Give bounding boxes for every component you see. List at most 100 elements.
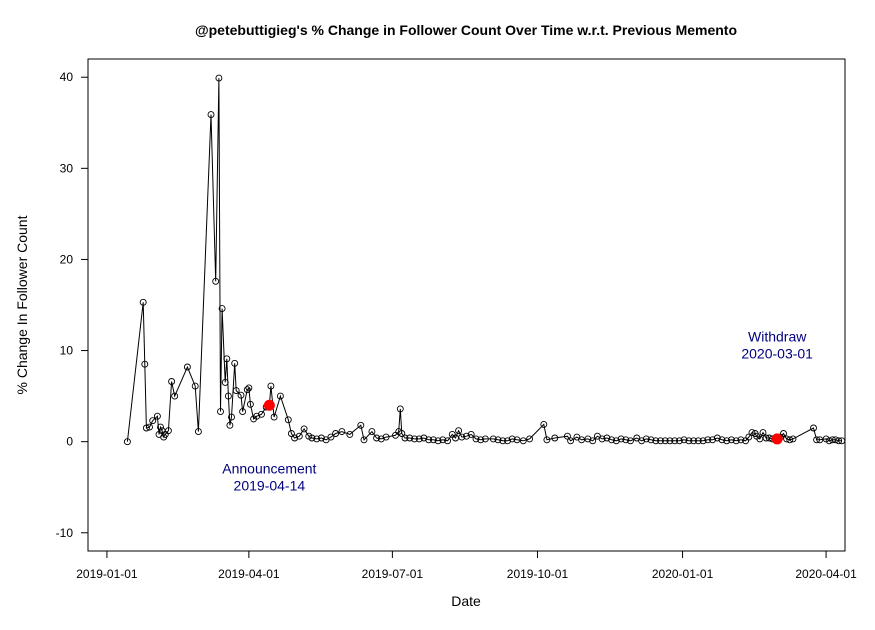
- x-axis-label: Date: [451, 593, 481, 609]
- data-point: [228, 413, 235, 421]
- data-point: [212, 277, 220, 285]
- data-point: [237, 391, 245, 399]
- data-point: [745, 433, 753, 441]
- data-point: [526, 435, 534, 443]
- data-point: [709, 436, 716, 444]
- data-point: [723, 437, 731, 445]
- data-point: [657, 437, 664, 445]
- series-layer: [123, 74, 846, 446]
- data-point: [396, 405, 404, 413]
- data-point: [481, 435, 489, 443]
- data-point: [477, 436, 485, 444]
- data-point: [598, 435, 606, 443]
- x-tick-label: 2020-04-01: [795, 567, 857, 581]
- data-point: [732, 437, 740, 445]
- data-point: [149, 417, 157, 425]
- data-point: [690, 437, 698, 445]
- x-axis: 2019-01-01 2019-04-01 2019-07-01 2019-10-01…: [76, 550, 857, 581]
- data-point: [246, 400, 254, 408]
- data-point: [141, 360, 149, 368]
- data-point: [291, 434, 299, 442]
- data-point: [239, 408, 247, 416]
- data-point: [813, 436, 821, 444]
- data-point: [704, 436, 712, 444]
- data-point: [215, 74, 223, 82]
- data-point: [647, 436, 655, 444]
- y-tick-label: 40: [60, 70, 74, 84]
- annotation-label: Withdraw: [748, 328, 807, 344]
- data-point: [207, 111, 215, 119]
- data-point: [458, 433, 466, 441]
- data-point: [373, 434, 381, 442]
- data-point: [221, 378, 229, 386]
- data-point: [183, 363, 191, 371]
- data-point: [415, 435, 423, 443]
- data-point: [455, 427, 463, 435]
- plot-frame: [87, 58, 846, 552]
- data-point: [153, 412, 161, 420]
- data-point: [543, 436, 551, 444]
- data-point: [584, 435, 592, 443]
- data-point: [267, 382, 275, 390]
- data-point: [680, 436, 688, 444]
- data-point: [258, 410, 265, 418]
- data-point: [287, 430, 295, 437]
- series-line: [126, 78, 842, 442]
- data-point: [243, 386, 251, 394]
- data-point: [327, 433, 335, 441]
- x-tick-label: 2020-01-01: [652, 567, 714, 581]
- data-point: [780, 430, 787, 437]
- data-point: [508, 435, 516, 443]
- data-point: [612, 437, 620, 445]
- data-point: [762, 434, 770, 442]
- data-point: [551, 434, 559, 442]
- data-point: [377, 435, 385, 443]
- data-point: [360, 436, 368, 444]
- data-point: [463, 432, 470, 440]
- data-point: [194, 428, 202, 436]
- data-point: [642, 435, 650, 443]
- chart-title: @petebuttigieg's % Change in Follower Co…: [195, 22, 737, 38]
- y-tick-label: 30: [60, 161, 74, 175]
- annotation-label: Announcement: [222, 461, 316, 477]
- y-tick-label: -10: [56, 526, 74, 540]
- data-point: [223, 355, 231, 363]
- data-point: [737, 436, 745, 444]
- data-point: [540, 420, 548, 428]
- data-point: [748, 429, 756, 437]
- data-point: [666, 437, 674, 445]
- data-point: [652, 437, 660, 445]
- data-point: [232, 387, 240, 395]
- x-tick-label: 2019-04-01: [218, 567, 280, 581]
- data-point: [146, 423, 153, 431]
- data-point: [434, 437, 442, 445]
- data-point: [231, 359, 239, 367]
- data-point: [603, 434, 611, 442]
- data-point: [171, 392, 179, 400]
- data-point: [139, 298, 147, 306]
- data-point: [357, 421, 365, 429]
- data-point: [300, 425, 308, 433]
- data-point: [835, 437, 843, 445]
- data-point: [368, 428, 376, 436]
- data-point: [191, 382, 199, 390]
- data-point: [489, 435, 497, 443]
- data-point: [245, 384, 253, 392]
- data-point: [467, 430, 475, 438]
- data-point: [332, 430, 340, 437]
- x-tick-label: 2019-01-01: [76, 567, 138, 581]
- highlight-point: [263, 399, 275, 411]
- data-point: [671, 437, 679, 445]
- data-point: [123, 438, 131, 446]
- data-point: [810, 424, 817, 432]
- data-point: [217, 408, 224, 416]
- data-point: [439, 436, 447, 444]
- y-tick-label: 20: [60, 252, 74, 266]
- annotation-date: 2020-03-01: [741, 345, 813, 361]
- data-point: [270, 413, 278, 421]
- y-axis: -10 0 10 20 30 40: [56, 70, 89, 540]
- data-point: [713, 434, 721, 442]
- data-point: [638, 437, 646, 445]
